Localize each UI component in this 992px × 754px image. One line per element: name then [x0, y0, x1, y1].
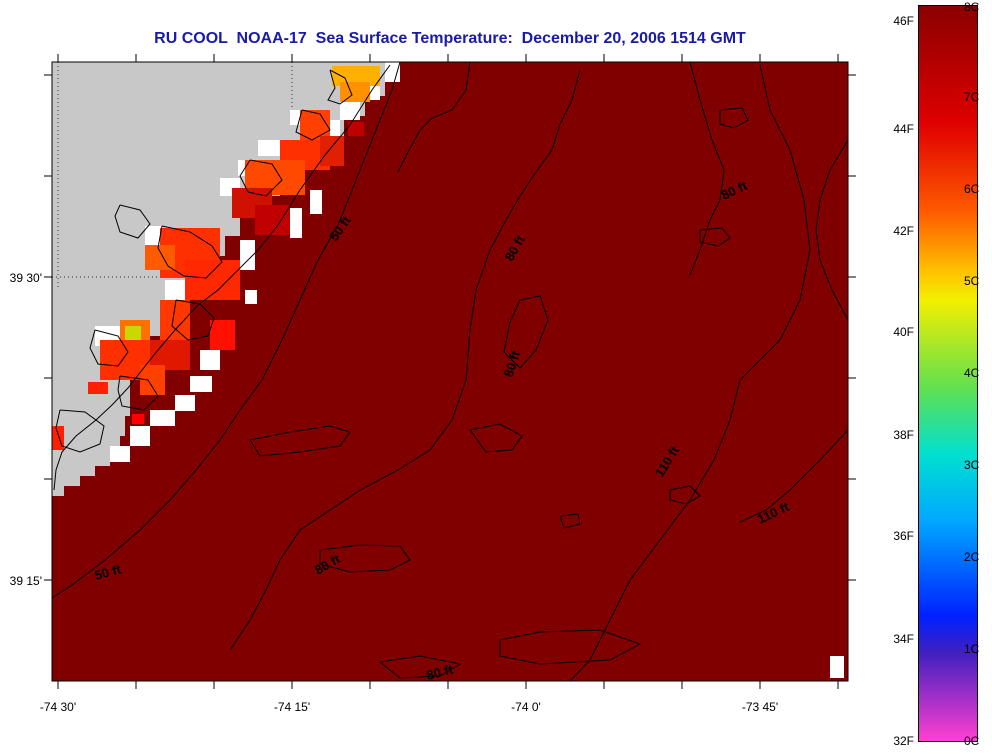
colorbar-c-label: 1C: [964, 642, 980, 656]
graticule: [52, 62, 293, 290]
axis-ticks: [44, 54, 856, 689]
y-tick-label: 39 30': [10, 271, 42, 285]
colorbar-c-label: 8C: [964, 0, 980, 14]
colorbar-f-label: 38F: [893, 428, 914, 442]
colorbar-c-label: 2C: [964, 550, 980, 564]
bathymetry-contours: [51, 61, 849, 682]
colorbar-gradient: [918, 5, 978, 742]
x-tick-label: -74 0': [511, 700, 541, 714]
colorbar-f-label: 40F: [893, 325, 914, 339]
x-tick-label: -74 15': [274, 700, 310, 714]
y-tick-label: 39 15': [10, 574, 42, 588]
coastline: [53, 64, 391, 491]
colorbar-c-label: 3C: [964, 458, 980, 472]
x-tick-label: -73 45': [742, 700, 778, 714]
colorbar-c-label: 0C: [964, 734, 980, 748]
colorbar-c-label: 6C: [964, 182, 980, 196]
colorbar-c-label: 5C: [964, 274, 980, 288]
contour-label-50ft-b: 50 ft: [93, 561, 123, 583]
map-frame: [51, 61, 849, 682]
colorbar-f-label: 36F: [893, 529, 914, 543]
x-tick-label: -74 30': [40, 700, 76, 714]
warm-pixels: [52, 66, 380, 450]
colorbar-f-label: 32F: [893, 734, 914, 748]
colorbar-f-label: 44F: [893, 122, 914, 136]
colorbar-c-label: 7C: [964, 90, 980, 104]
colorbar-c-label: 4C: [964, 366, 980, 380]
colorbar-f-label: 46F: [893, 14, 914, 28]
colorbar: [918, 5, 978, 742]
land-area: [52, 62, 400, 496]
map-title: RU COOL NOAA-17 Sea Surface Temperature:…: [154, 30, 746, 47]
contour-label-80ft-e: 80 ft: [425, 661, 455, 683]
colorbar-f-label: 34F: [893, 632, 914, 646]
colorbar-f-label: 42F: [893, 224, 914, 238]
